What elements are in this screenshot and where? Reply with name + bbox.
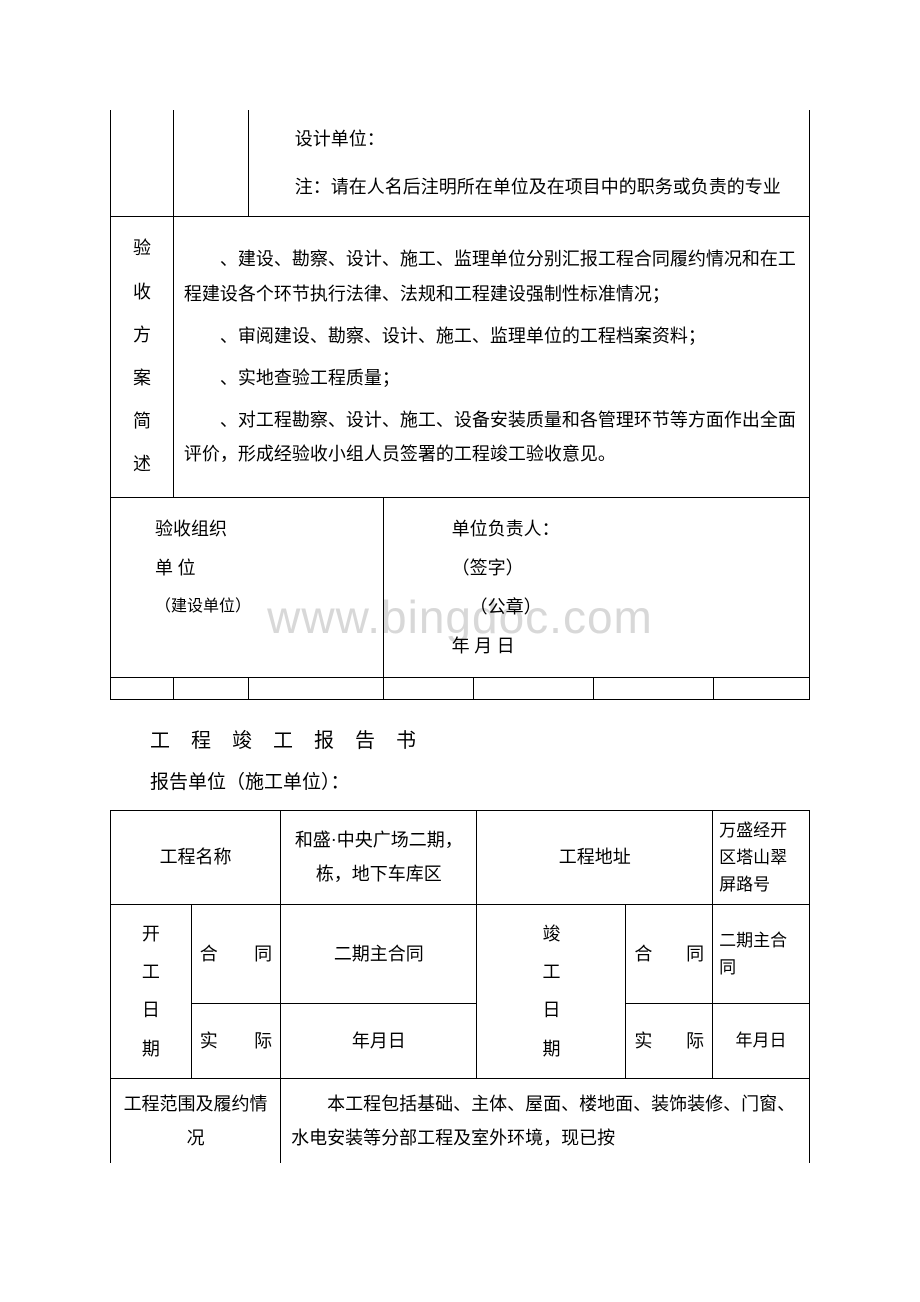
sig-date: 年 月 日 (398, 628, 795, 664)
sig-leader: 单位负责人： (398, 511, 795, 547)
acceptance-table: 设计单位： 注：请在人名后注明所在单位及在项目中的职务或负责的专业 验收方案简述… (110, 110, 810, 700)
org-unit-cell: 验收组织 单 位 （建设单位） (111, 497, 384, 677)
proj-addr-value: 万盛经开区塔山翠屏路号 (713, 810, 810, 905)
scheme-label-cell: 验收方案简述 (111, 217, 174, 497)
proj-name-label: 工程名称 (111, 810, 281, 905)
actual-label-2: 实际 (626, 1003, 713, 1078)
scheme-item-2: 、审阅建设、勘察、设计、施工、监理单位的工程档案资料； (184, 319, 799, 353)
scope-value: 本工程包括基础、主体、屋面、楼地面、装饰装修、门窗、水电安装等分部工程及室外环境… (281, 1078, 810, 1163)
empty-footer-row (111, 677, 810, 699)
proj-name-value: 和盛·中央广场二期，栋，地下车库区 (281, 810, 477, 905)
empty-spacer-cell (173, 110, 248, 217)
report-table: 工程名称 和盛·中央广场二期，栋，地下车库区 工程地址 万盛经开区塔山翠屏路号 … (110, 810, 810, 1164)
contract-value-1: 二期主合同 (281, 905, 477, 1004)
report-title: 工 程 竣 工 报 告 书 (150, 724, 810, 753)
design-note-cell: 设计单位： 注：请在人名后注明所在单位及在项目中的职务或负责的专业 (248, 110, 809, 217)
actual-value-1: 年月日 (281, 1003, 477, 1078)
empty-label-cell (111, 110, 174, 217)
scope-label: 工程范围及履约情况 (111, 1078, 281, 1163)
org-label-3: （建设单位） (155, 589, 369, 624)
org-label-1: 验收组织 (155, 510, 369, 550)
org-label-2: 单 位 (155, 549, 369, 589)
signature-cell: 单位负责人： （签字） （公章） 年 月 日 (383, 497, 809, 677)
page-content: 设计单位： 注：请在人名后注明所在单位及在项目中的职务或负责的专业 验收方案简述… (110, 110, 810, 1163)
scheme-content-cell: 、建设、勘察、设计、施工、监理单位分别汇报工程合同履约情况和在工程建设各个环节执… (173, 217, 809, 497)
contract-label-2: 合同 (626, 905, 713, 1004)
sig-seal: （公章） (398, 589, 795, 625)
scheme-item-4: 、对工程勘察、设计、施工、设备安装质量和各管理环节等方面作出全面评价，形成经验收… (184, 403, 799, 471)
sig-sign: （签字） (398, 550, 795, 586)
note-line: 注：请在人名后注明所在单位及在项目中的职务或负责的专业 (259, 170, 799, 204)
proj-addr-label: 工程地址 (477, 810, 713, 905)
complete-date-label: 竣 工 日 期 (477, 905, 626, 1079)
actual-value-2: 年月日 (713, 1003, 810, 1078)
scheme-item-3: 、实地查验工程质量； (184, 361, 799, 395)
actual-label-1: 实际 (191, 1003, 280, 1078)
contract-label-1: 合同 (191, 905, 280, 1004)
report-subtitle: 报告单位（施工单位）： (150, 767, 810, 794)
start-date-label: 开 工 日 期 (111, 905, 192, 1079)
contract-value-2: 二期主合同 (713, 905, 810, 1004)
scheme-item-1: 、建设、勘察、设计、施工、监理单位分别汇报工程合同履约情况和在工程建设各个环节执… (184, 242, 799, 310)
design-unit-line: 设计单位： (259, 122, 799, 156)
